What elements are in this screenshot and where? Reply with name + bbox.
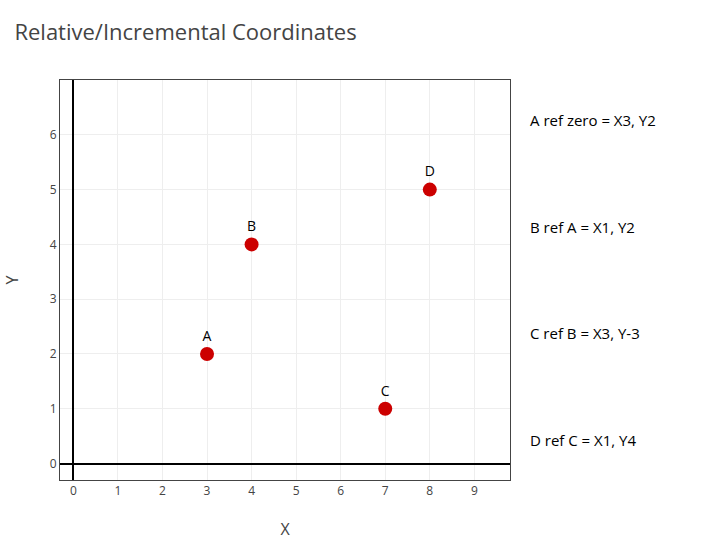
svg-text:0: 0 [70,482,77,499]
svg-text:B: B [247,216,256,235]
svg-text:5: 5 [293,482,300,499]
svg-text:3: 3 [50,290,57,307]
svg-text:3: 3 [204,482,211,499]
svg-text:6: 6 [337,482,344,499]
svg-text:4: 4 [248,482,255,499]
svg-text:2: 2 [159,482,166,499]
svg-text:D: D [425,161,435,180]
svg-text:C ref B = X3, Y-3: C ref B = X3, Y-3 [530,323,640,343]
svg-text:5: 5 [50,181,57,198]
svg-text:9: 9 [471,482,478,499]
svg-text:4: 4 [50,236,57,253]
svg-text:1: 1 [50,400,57,417]
svg-text:C: C [381,381,390,400]
svg-text:6: 6 [50,126,57,143]
svg-text:X: X [280,518,290,540]
svg-text:B ref A = X1, Y2: B ref A = X1, Y2 [530,217,635,237]
svg-text:Y: Y [1,275,23,284]
svg-text:0: 0 [50,455,57,472]
svg-text:Relative/Incremental Coordinat: Relative/Incremental Coordinates [14,16,356,46]
svg-text:8: 8 [426,482,433,499]
svg-text:A: A [203,326,212,345]
svg-text:7: 7 [382,482,389,499]
svg-text:1: 1 [114,482,121,499]
svg-text:A ref zero = X3, Y2: A ref zero = X3, Y2 [530,110,656,130]
svg-text:2: 2 [50,345,57,362]
svg-text:D ref C = X1, Y4: D ref C = X1, Y4 [530,430,637,450]
